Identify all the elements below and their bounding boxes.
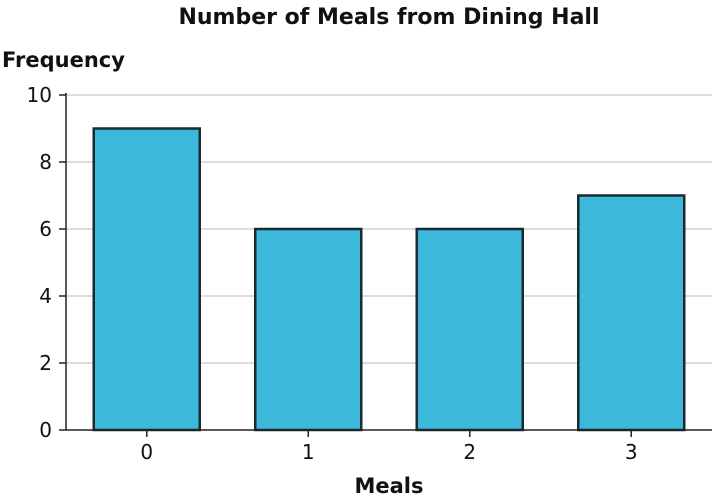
bar-0 <box>92 127 201 432</box>
chart-title: Number of Meals from Dining Hall <box>178 5 599 30</box>
bars <box>92 127 686 432</box>
y-tick-label: 8 <box>39 150 52 174</box>
y-tick-label: 2 <box>39 351 52 375</box>
x-tick-label: 2 <box>463 440 476 464</box>
x-tick-label: 0 <box>140 440 153 464</box>
y-tick-label: 0 <box>39 418 52 442</box>
x-tick-label: 1 <box>302 440 315 464</box>
x-axis-title: Meals <box>354 474 423 498</box>
y-axis-title: Frequency <box>2 48 125 72</box>
tick-labels: 0 2 4 6 8 10 0 1 2 3 <box>27 83 638 464</box>
y-tick-label: 10 <box>27 83 52 107</box>
y-tick-label: 6 <box>39 217 52 241</box>
y-tick-label: 4 <box>39 284 52 308</box>
bar-1 <box>254 227 363 432</box>
x-tick-label: 3 <box>625 440 638 464</box>
bar-3 <box>577 194 686 432</box>
axes <box>59 93 712 437</box>
bar-2 <box>415 227 524 432</box>
